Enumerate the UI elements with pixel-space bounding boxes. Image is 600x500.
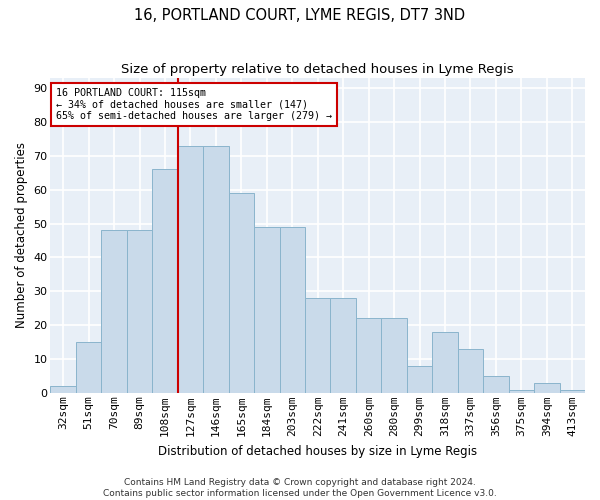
X-axis label: Distribution of detached houses by size in Lyme Regis: Distribution of detached houses by size … — [158, 444, 477, 458]
Bar — [509, 390, 534, 393]
Bar — [280, 227, 305, 393]
Bar — [407, 366, 432, 393]
Title: Size of property relative to detached houses in Lyme Regis: Size of property relative to detached ho… — [121, 62, 514, 76]
Bar — [305, 298, 331, 393]
Bar — [203, 146, 229, 393]
Bar — [560, 390, 585, 393]
Bar — [356, 318, 382, 393]
Bar — [229, 193, 254, 393]
Bar — [432, 332, 458, 393]
Text: Contains HM Land Registry data © Crown copyright and database right 2024.
Contai: Contains HM Land Registry data © Crown c… — [103, 478, 497, 498]
Bar — [458, 349, 483, 393]
Bar — [483, 376, 509, 393]
Bar — [534, 382, 560, 393]
Bar — [331, 298, 356, 393]
Bar — [178, 146, 203, 393]
Text: 16 PORTLAND COURT: 115sqm
← 34% of detached houses are smaller (147)
65% of semi: 16 PORTLAND COURT: 115sqm ← 34% of detac… — [56, 88, 332, 120]
Text: 16, PORTLAND COURT, LYME REGIS, DT7 3ND: 16, PORTLAND COURT, LYME REGIS, DT7 3ND — [134, 8, 466, 22]
Y-axis label: Number of detached properties: Number of detached properties — [15, 142, 28, 328]
Bar — [50, 386, 76, 393]
Bar — [382, 318, 407, 393]
Bar — [254, 227, 280, 393]
Bar — [101, 230, 127, 393]
Bar — [127, 230, 152, 393]
Bar — [76, 342, 101, 393]
Bar — [152, 170, 178, 393]
